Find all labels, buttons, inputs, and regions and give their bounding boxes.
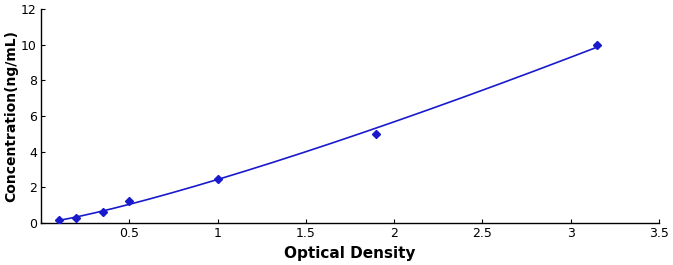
X-axis label: Optical Density: Optical Density [284,246,416,261]
Y-axis label: Concentration(ng/mL): Concentration(ng/mL) [4,30,18,202]
